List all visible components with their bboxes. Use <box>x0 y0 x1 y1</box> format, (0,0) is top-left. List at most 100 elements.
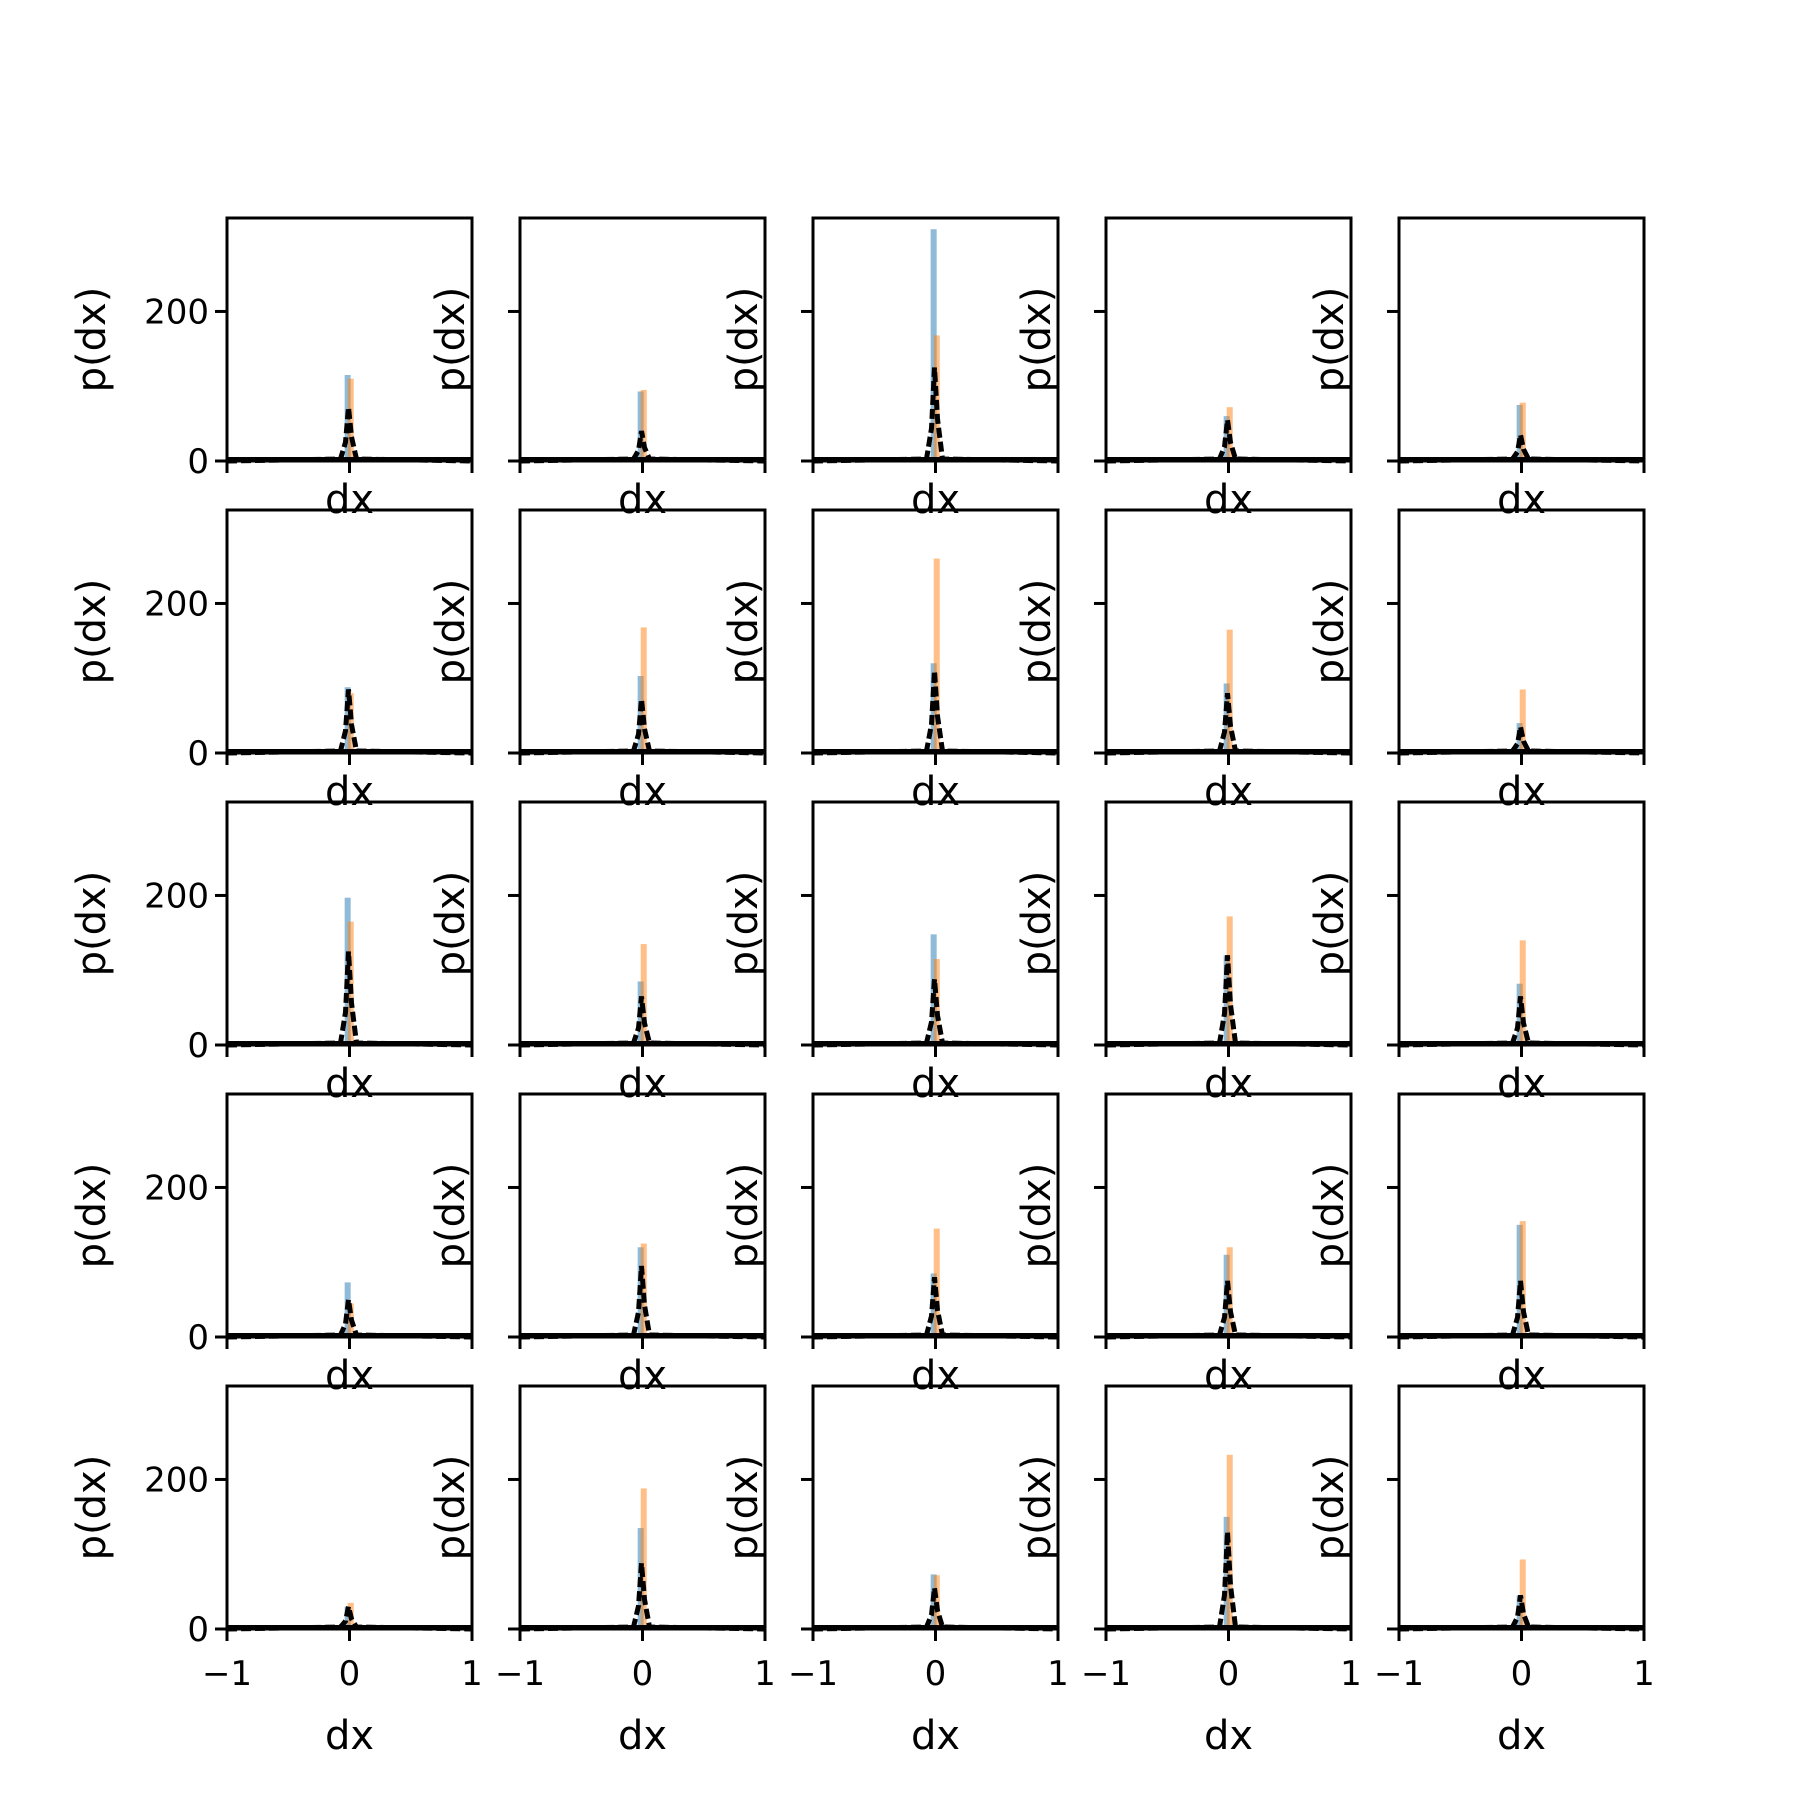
orange-histogram-bar <box>640 1243 647 1337</box>
x-axis-label: dx <box>1204 769 1253 815</box>
subplot-r2-c4: dx p(dx) <box>1014 508 1353 815</box>
subplot-r2-c1: 0 200 dx p(dx) <box>69 508 474 815</box>
x-axis-label: dx <box>1204 477 1253 523</box>
y-axis-label: p(dx) <box>1307 1163 1353 1269</box>
y-axis-label: p(dx) <box>1307 1455 1353 1561</box>
y-axis-label: p(dx) <box>69 579 115 685</box>
x-tick-label: 1 <box>1047 1654 1069 1694</box>
y-axis-label: p(dx) <box>1014 1163 1060 1269</box>
subplot-r3-c2: dx p(dx) <box>428 800 767 1107</box>
x-axis-label: dx <box>325 1353 374 1399</box>
y-axis-label: p(dx) <box>69 1455 115 1561</box>
y-axis-label: p(dx) <box>428 1455 474 1561</box>
y-axis-label: p(dx) <box>69 287 115 393</box>
subplot-r4-c1: 0 200 dx p(dx) <box>69 1092 474 1399</box>
orange-histogram-bar <box>1519 1559 1526 1629</box>
y-axis-label: p(dx) <box>721 287 767 393</box>
subplot-r4-c2: dx p(dx) <box>428 1092 767 1399</box>
subplot-r3-c3: dx p(dx) <box>721 800 1060 1107</box>
y-tick-label: 200 <box>144 292 209 332</box>
x-axis-label: dx <box>1497 769 1546 815</box>
blue-histogram-bar <box>1516 404 1523 461</box>
subplot-r2-c2: dx p(dx) <box>428 508 767 815</box>
y-tick-label: 200 <box>144 1460 209 1500</box>
subplot-r5-c4: −1 0 1 dx p(dx) <box>1014 1384 1362 1759</box>
orange-histogram-bar <box>933 335 940 461</box>
y-axis-label: p(dx) <box>721 579 767 685</box>
subplot-r5-c2: −1 0 1 dx p(dx) <box>428 1384 776 1759</box>
y-axis-label: p(dx) <box>1307 579 1353 685</box>
x-tick-label: −1 <box>788 1654 838 1694</box>
x-tick-label: −1 <box>202 1654 252 1694</box>
y-axis-label: p(dx) <box>1014 287 1060 393</box>
subplot-r2-c3: dx p(dx) <box>721 508 1060 815</box>
y-axis-label: p(dx) <box>1307 287 1353 393</box>
orange-histogram-bar <box>1519 689 1526 753</box>
y-axis-label: p(dx) <box>428 871 474 977</box>
subplot-r5-c3: −1 0 1 dx p(dx) <box>721 1384 1069 1759</box>
subplot-r3-c5: dx p(dx) <box>1307 800 1646 1107</box>
x-tick-label: 1 <box>754 1654 776 1694</box>
orange-histogram-bar <box>640 944 647 1045</box>
y-tick-label: 0 <box>187 1026 209 1066</box>
x-axis-label: dx <box>618 1353 667 1399</box>
subplot-r2-c5: dx p(dx) <box>1307 508 1646 815</box>
panels-group: 0200dxp(dx)dxp(dx)dxp(dx)dxp(dx)dxp(dx)0… <box>69 216 1655 1759</box>
subplot-r1-c2: dx p(dx) <box>428 216 767 523</box>
orange-histogram-bar <box>1519 940 1526 1045</box>
x-axis-label: dx <box>325 769 374 815</box>
y-axis-label: p(dx) <box>428 1163 474 1269</box>
orange-histogram-bar <box>640 389 647 461</box>
x-axis-label: dx <box>911 769 960 815</box>
subplot-r4-c5: dx p(dx) <box>1307 1092 1646 1399</box>
x-axis-label: dx <box>618 477 667 523</box>
x-tick-label: 0 <box>1511 1654 1533 1694</box>
subplot-r1-c3: dx p(dx) <box>721 216 1060 523</box>
orange-histogram-bar <box>640 1488 647 1629</box>
x-axis-label: dx <box>1204 1061 1253 1107</box>
y-tick-label: 0 <box>187 442 209 482</box>
orange-histogram-bar <box>347 921 354 1045</box>
y-axis-label: p(dx) <box>1014 1455 1060 1561</box>
orange-histogram-bar <box>640 627 647 753</box>
x-axis-label: dx <box>618 769 667 815</box>
x-axis-label: dx <box>618 1713 667 1759</box>
y-axis-label: p(dx) <box>1014 871 1060 977</box>
x-tick-label: 1 <box>1633 1654 1655 1694</box>
x-axis-label: dx <box>1497 1061 1546 1107</box>
x-tick-label: 0 <box>1218 1654 1240 1694</box>
y-axis-label: p(dx) <box>721 871 767 977</box>
y-tick-label: 200 <box>144 1168 209 1208</box>
orange-histogram-bar <box>1226 629 1233 753</box>
y-tick-label: 200 <box>144 876 209 916</box>
y-tick-label: 0 <box>187 734 209 774</box>
orange-histogram-bar <box>1519 402 1526 461</box>
x-axis-label: dx <box>911 1713 960 1759</box>
y-axis-label: p(dx) <box>721 1455 767 1561</box>
orange-histogram-bar <box>347 693 354 753</box>
orange-histogram-bar <box>1226 1247 1233 1337</box>
subplot-r1-c1: 0 200 dx p(dx) <box>69 216 474 523</box>
blue-histogram-bar <box>930 229 937 461</box>
x-axis-label: dx <box>618 1061 667 1107</box>
x-axis-label: dx <box>325 1061 374 1107</box>
x-axis-label: dx <box>1497 477 1546 523</box>
x-axis-label: dx <box>1204 1713 1253 1759</box>
subplot-r3-c1: 0 200 dx p(dx) <box>69 800 474 1107</box>
y-axis-label: p(dx) <box>721 1163 767 1269</box>
y-axis-label: p(dx) <box>428 287 474 393</box>
subplot-r5-c5: −1 0 1 dx p(dx) <box>1307 1384 1655 1759</box>
x-tick-label: 1 <box>461 1654 483 1694</box>
y-tick-label: 200 <box>144 584 209 624</box>
orange-histogram-bar <box>1519 1221 1526 1337</box>
x-axis-label: dx <box>1497 1353 1546 1399</box>
x-axis-label: dx <box>911 1061 960 1107</box>
x-tick-label: 0 <box>925 1654 947 1694</box>
x-axis-label: dx <box>325 477 374 523</box>
y-axis-label: p(dx) <box>69 1163 115 1269</box>
blue-histogram-bar <box>344 1606 351 1629</box>
y-axis-label: p(dx) <box>428 579 474 685</box>
